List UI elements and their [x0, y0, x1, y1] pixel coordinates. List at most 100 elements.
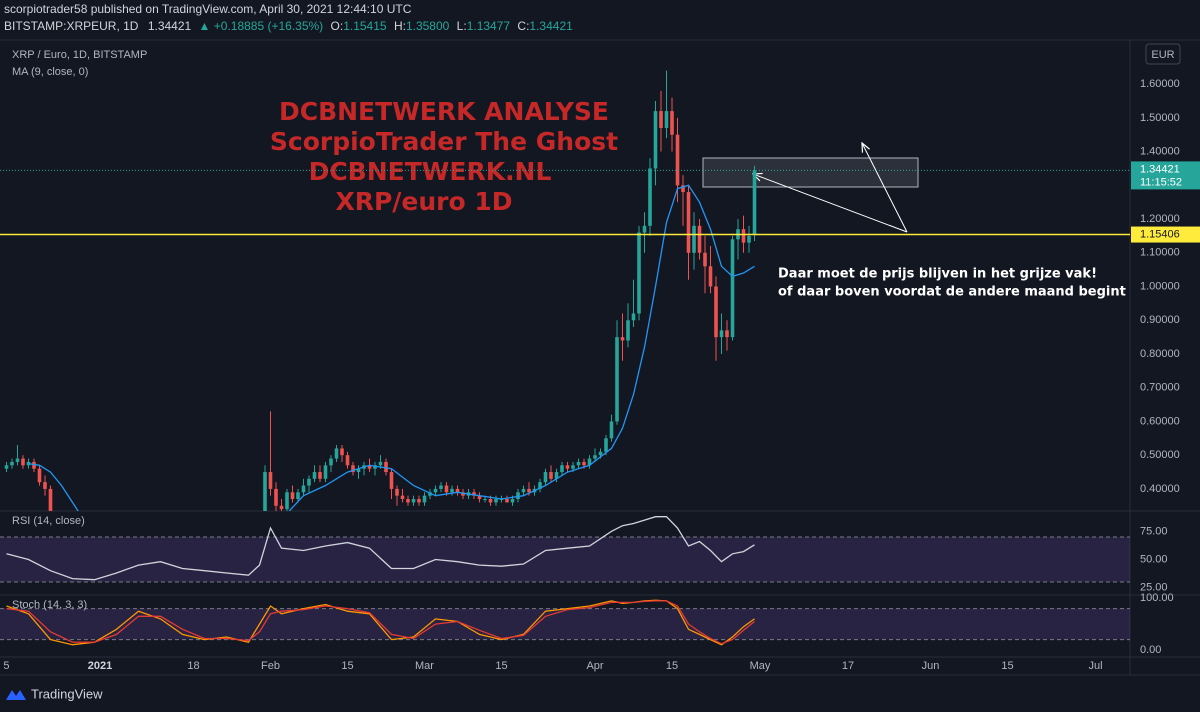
h-label: H: — [394, 19, 406, 33]
candle-body — [395, 488, 399, 496]
candle-body — [406, 499, 410, 503]
series-line — [6, 599, 755, 646]
candle-body — [400, 495, 405, 500]
candle-body — [274, 488, 278, 506]
candle-body — [719, 330, 724, 338]
candle-body — [598, 451, 603, 456]
candle-body — [477, 495, 482, 500]
o-value: 1.15415 — [343, 19, 387, 33]
pane-title: XRP / Euro, 1D, BITSTAMP — [12, 49, 147, 61]
candle-body — [505, 499, 509, 503]
band-fill — [0, 536, 1130, 582]
logo[interactable] — [6, 690, 26, 700]
candle-body — [472, 492, 476, 496]
x-tick-label: 15 — [666, 660, 678, 672]
candle-body — [697, 225, 702, 253]
candle-body — [615, 337, 619, 422]
arrow — [753, 174, 908, 233]
candle-body — [4, 465, 9, 469]
footer: TradingView — [6, 686, 103, 701]
candle-body — [329, 458, 333, 466]
candle-body — [593, 455, 597, 459]
candle-body — [576, 461, 581, 466]
x-tick-label: 15 — [341, 660, 353, 672]
candle-body — [378, 461, 383, 466]
candle-body — [318, 472, 322, 479]
candle-body — [582, 461, 586, 466]
candle-body — [384, 461, 388, 473]
candle-body — [510, 499, 515, 503]
red-annotation: DCBNETWERK ANALYSE ScorpioTrader The Gho… — [270, 97, 618, 216]
candle-body — [450, 488, 454, 493]
candle-body — [747, 235, 751, 243]
x-tick-label: Jul — [1088, 660, 1102, 672]
candle-body — [637, 232, 641, 314]
candle-body — [323, 465, 328, 479]
candle-body — [703, 252, 707, 267]
candle-body — [565, 465, 570, 469]
y-tick-label: 1.40000 — [1140, 145, 1180, 157]
candle-body — [494, 499, 498, 503]
candle-body — [43, 482, 47, 489]
x-tick-label: 15 — [495, 660, 507, 672]
brand[interactable]: TradingView — [31, 686, 103, 701]
candle-body — [301, 485, 306, 493]
candle-body — [263, 472, 267, 511]
candle-body — [21, 458, 25, 466]
y-tick-label: 0.60000 — [1140, 415, 1180, 427]
candle-body — [521, 488, 526, 493]
x-tick-label: Jun — [922, 660, 940, 672]
hline-label: 1.15406 — [1140, 228, 1180, 240]
candle-body — [433, 488, 438, 493]
pane-title: RSI (14, close) — [12, 515, 85, 527]
y-tick-label: 0.00 — [1140, 644, 1161, 656]
grey-zone — [702, 157, 919, 188]
candle-body — [692, 225, 696, 253]
candle-body — [10, 461, 14, 466]
last-price-box — [1131, 161, 1200, 190]
y-tick-label: 0.90000 — [1140, 314, 1180, 326]
last-price-label: 1.34421 — [1140, 163, 1180, 175]
candle-body — [642, 225, 647, 233]
candle-body — [725, 330, 729, 338]
last: 1.34421 — [148, 19, 192, 33]
candle-body — [411, 499, 416, 503]
x-tick-label: May — [750, 660, 771, 672]
candle-body — [741, 229, 746, 243]
candle-body — [488, 499, 493, 503]
candle-body — [367, 465, 372, 469]
y-tick-label: 1.00000 — [1140, 280, 1180, 292]
candle-body — [351, 465, 355, 473]
x-tick-label: Mar — [415, 660, 434, 672]
candle-body — [648, 168, 652, 226]
pane — [0, 516, 1130, 583]
h-value: 1.35800 — [406, 19, 450, 33]
series-line — [28, 184, 755, 511]
y-tick-label: 0.40000 — [1140, 483, 1180, 495]
candle-body — [549, 472, 553, 479]
candle-body — [455, 488, 460, 493]
y-tick-label: 0.80000 — [1140, 348, 1180, 360]
currency-box — [1145, 43, 1181, 65]
candle-body — [620, 337, 625, 341]
y-tick-label: 25.00 — [1140, 581, 1168, 593]
x-tick-label: 5 — [3, 660, 9, 672]
series-line — [6, 600, 755, 645]
symbol: BITSTAMP:XRPEUR, 1D — [4, 19, 139, 33]
candle-body — [708, 266, 713, 287]
candle-body — [461, 492, 465, 496]
candle-body — [444, 485, 449, 493]
symbol-line: BITSTAMP:XRPEUR, 1D 1.34421 ▲ +0.18885 (… — [4, 19, 573, 33]
y-tick-label: 50.00 — [1140, 553, 1168, 565]
x-tick-label: 18 — [187, 660, 199, 672]
candle-body — [543, 472, 548, 483]
y-tick-label: 1.50000 — [1140, 112, 1180, 124]
candle-body — [560, 465, 564, 473]
candle-body — [675, 134, 680, 186]
x-tick-label: Feb — [261, 660, 280, 672]
candle-body — [26, 461, 31, 466]
countdown: 11:15:52 — [1140, 176, 1182, 188]
candle-body — [268, 472, 273, 489]
